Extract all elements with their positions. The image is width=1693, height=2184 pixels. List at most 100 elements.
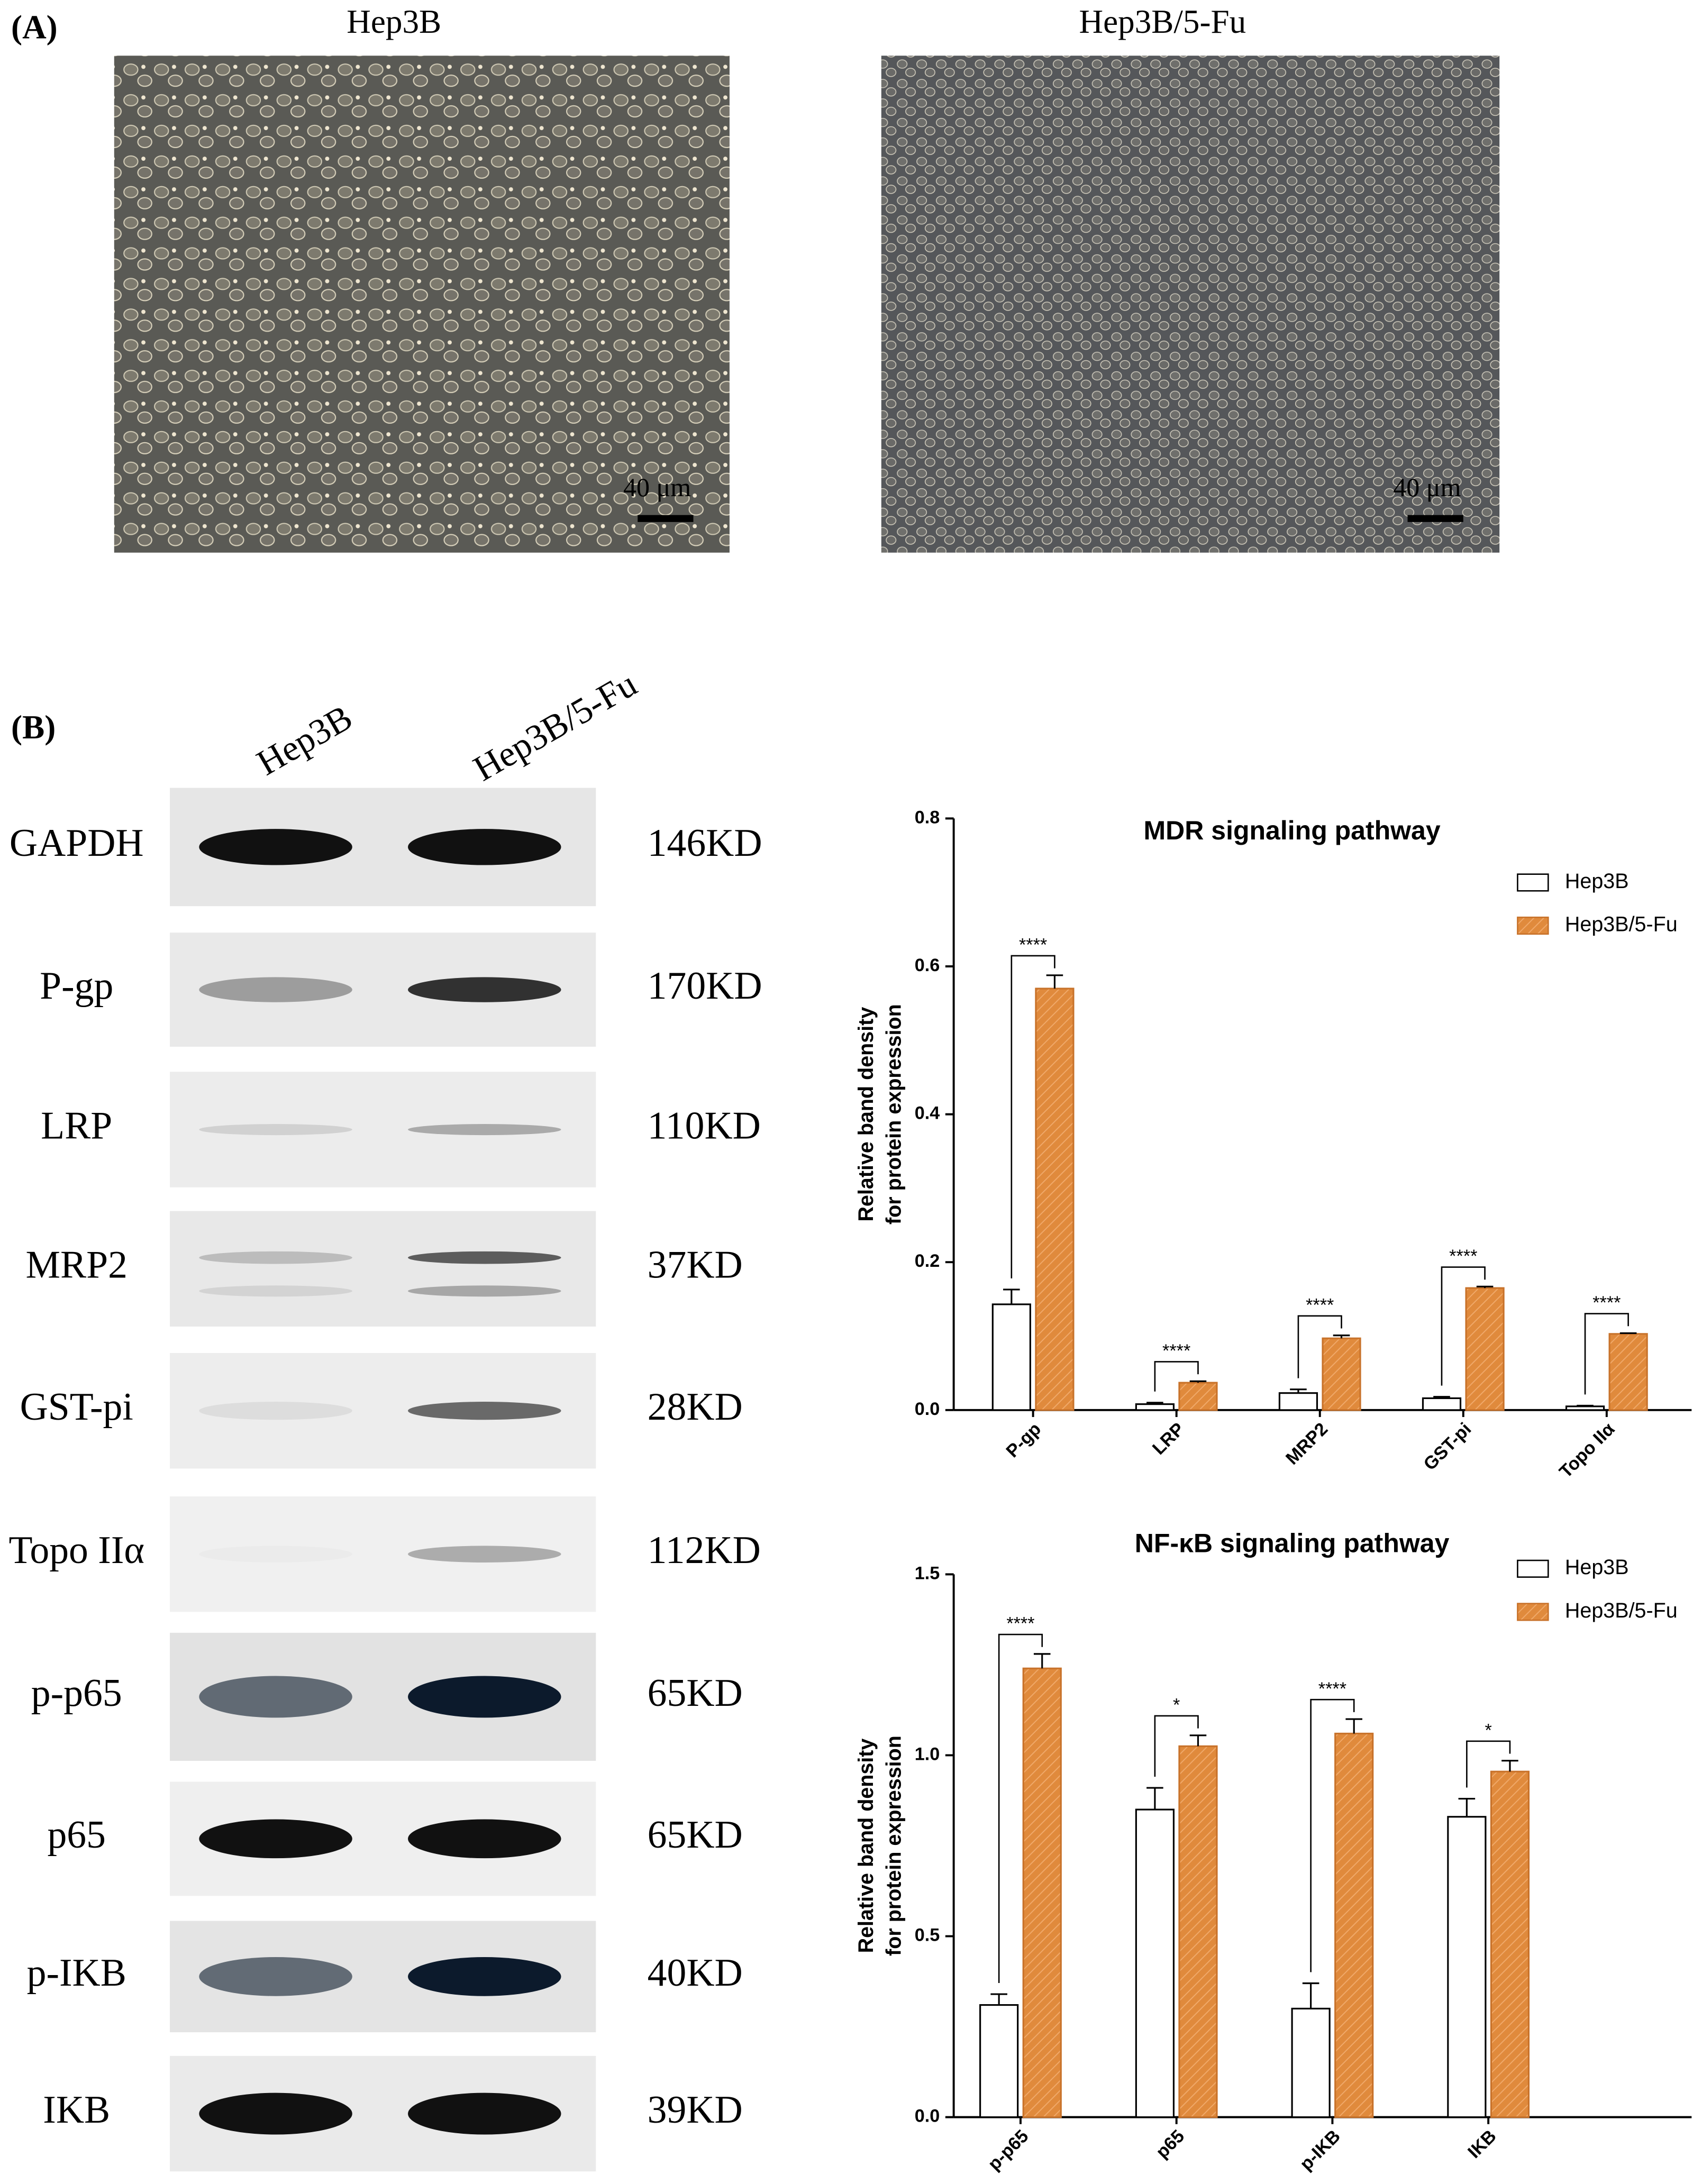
molecular-weight: 146KD bbox=[648, 821, 762, 864]
significance-bracket bbox=[1297, 1315, 1342, 1378]
y-tick-label: 0.5 bbox=[915, 1925, 940, 1945]
blot-band bbox=[199, 1124, 352, 1136]
legend-swatch bbox=[1517, 1559, 1549, 1578]
significance-bracket bbox=[1441, 1266, 1486, 1386]
bar bbox=[1278, 1392, 1318, 1411]
blot-membrane bbox=[170, 1072, 596, 1187]
blot-band bbox=[199, 1402, 352, 1420]
y-tick-label: 0.2 bbox=[915, 1251, 940, 1271]
y-axis-label: for protein expression bbox=[882, 1004, 906, 1224]
image-title: Hep3B bbox=[347, 3, 441, 40]
blot-band bbox=[199, 1251, 352, 1264]
bar bbox=[1135, 1808, 1175, 2118]
blot-band bbox=[408, 1124, 561, 1136]
protein-label: p-p65 bbox=[31, 1671, 122, 1714]
significance-label: **** bbox=[1019, 935, 1047, 955]
significance-bracket bbox=[1011, 955, 1055, 1278]
blot-band bbox=[199, 1285, 352, 1297]
molecular-weight: 37KD bbox=[648, 1243, 743, 1286]
x-tick-label: p65 bbox=[1152, 2126, 1189, 2162]
x-tick-label: Topo IIα bbox=[1555, 1419, 1618, 1482]
molecular-weight: 28KD bbox=[648, 1385, 743, 1428]
image-title: Hep3B/5-Fu bbox=[1079, 3, 1246, 40]
blot-band bbox=[408, 1819, 561, 1859]
blot-band bbox=[408, 829, 561, 865]
significance-bracket bbox=[1584, 1313, 1629, 1395]
blot-band bbox=[199, 829, 352, 865]
panel-label: (A) bbox=[11, 8, 58, 45]
protein-label: MRP2 bbox=[26, 1243, 128, 1286]
blot-band bbox=[408, 1957, 561, 1996]
significance-label: * bbox=[1173, 1695, 1180, 1715]
significance-bracket bbox=[1466, 1740, 1511, 1788]
blot-band bbox=[408, 2092, 561, 2135]
x-tick-label: p-p65 bbox=[984, 2126, 1032, 2174]
bar bbox=[1465, 1287, 1505, 1411]
legend-swatch bbox=[1517, 1603, 1549, 1621]
blot-band bbox=[408, 1546, 561, 1562]
blot-band bbox=[199, 2092, 352, 2135]
scale-bar bbox=[1407, 515, 1463, 522]
significance-bracket bbox=[998, 1633, 1043, 1983]
bar bbox=[1035, 988, 1075, 1411]
blot-band bbox=[199, 1957, 352, 1996]
y-tick-label: 1.5 bbox=[915, 1563, 940, 1583]
scale-bar-label: 40 μm bbox=[1393, 472, 1461, 502]
legend-label: Hep3B/5-Fu bbox=[1565, 1599, 1678, 1622]
x-tick-label: MRP2 bbox=[1282, 1419, 1332, 1469]
significance-label: **** bbox=[1592, 1293, 1621, 1313]
bar bbox=[1135, 1403, 1175, 1411]
blot-band bbox=[199, 1676, 352, 1718]
bar bbox=[1490, 1770, 1530, 2118]
significance-label: **** bbox=[1449, 1246, 1477, 1266]
x-tick-label: P-gp bbox=[1003, 1419, 1045, 1462]
legend-swatch bbox=[1517, 873, 1549, 892]
blot-band bbox=[408, 1676, 561, 1718]
lane-label: Hep3B bbox=[250, 697, 359, 783]
molecular-weight: 170KD bbox=[648, 964, 762, 1007]
y-tick-label: 0.0 bbox=[915, 1399, 940, 1419]
significance-label: * bbox=[1485, 1720, 1492, 1740]
lane-label: Hep3B/5-Fu bbox=[467, 663, 643, 789]
micrograph bbox=[114, 56, 730, 553]
y-axis-label: Relative band density bbox=[854, 1739, 878, 1953]
bar bbox=[1334, 1732, 1374, 2118]
blot-band bbox=[199, 1819, 352, 1859]
significance-bracket bbox=[1310, 1698, 1355, 1972]
x-tick-label: IKB bbox=[1464, 2126, 1500, 2162]
protein-label: p-IKB bbox=[27, 1951, 126, 1994]
molecular-weight: 40KD bbox=[648, 1951, 743, 1994]
blot-membrane bbox=[170, 1496, 596, 1612]
panel-label: (B) bbox=[11, 709, 56, 746]
y-tick-label: 0.0 bbox=[915, 2106, 940, 2126]
y-axis-label: Relative band density bbox=[854, 1007, 878, 1222]
bar bbox=[1291, 2007, 1331, 2118]
bar bbox=[991, 1303, 1031, 1411]
scale-bar bbox=[638, 515, 694, 522]
chart-title: NF-κB signaling pathway bbox=[1135, 1528, 1450, 1558]
x-tick-label: LRP bbox=[1149, 1419, 1188, 1459]
significance-bracket bbox=[1154, 1361, 1199, 1392]
x-tick-label: p-IKB bbox=[1296, 2126, 1344, 2174]
bar bbox=[1178, 1382, 1218, 1411]
bar bbox=[1322, 1337, 1361, 1411]
molecular-weight: 65KD bbox=[648, 1671, 743, 1714]
legend-label: Hep3B/5-Fu bbox=[1565, 912, 1678, 936]
protein-label: P-gp bbox=[40, 964, 113, 1007]
legend-label: Hep3B bbox=[1565, 1556, 1629, 1579]
protein-label: GAPDH bbox=[10, 821, 144, 864]
significance-label: **** bbox=[1162, 1341, 1190, 1361]
blot-band bbox=[408, 977, 561, 1002]
molecular-weight: 112KD bbox=[648, 1528, 761, 1571]
protein-label: GST-pi bbox=[20, 1385, 133, 1428]
blot-band bbox=[408, 1402, 561, 1420]
blot-band bbox=[199, 977, 352, 1002]
significance-bracket bbox=[1154, 1715, 1199, 1777]
bar bbox=[1447, 1816, 1487, 2118]
blot-membrane bbox=[170, 1211, 596, 1327]
bar bbox=[979, 2004, 1019, 2118]
bar bbox=[1422, 1397, 1462, 1411]
protein-label: IKB bbox=[43, 2088, 110, 2131]
y-axis-label: for protein expression bbox=[882, 1735, 906, 1956]
